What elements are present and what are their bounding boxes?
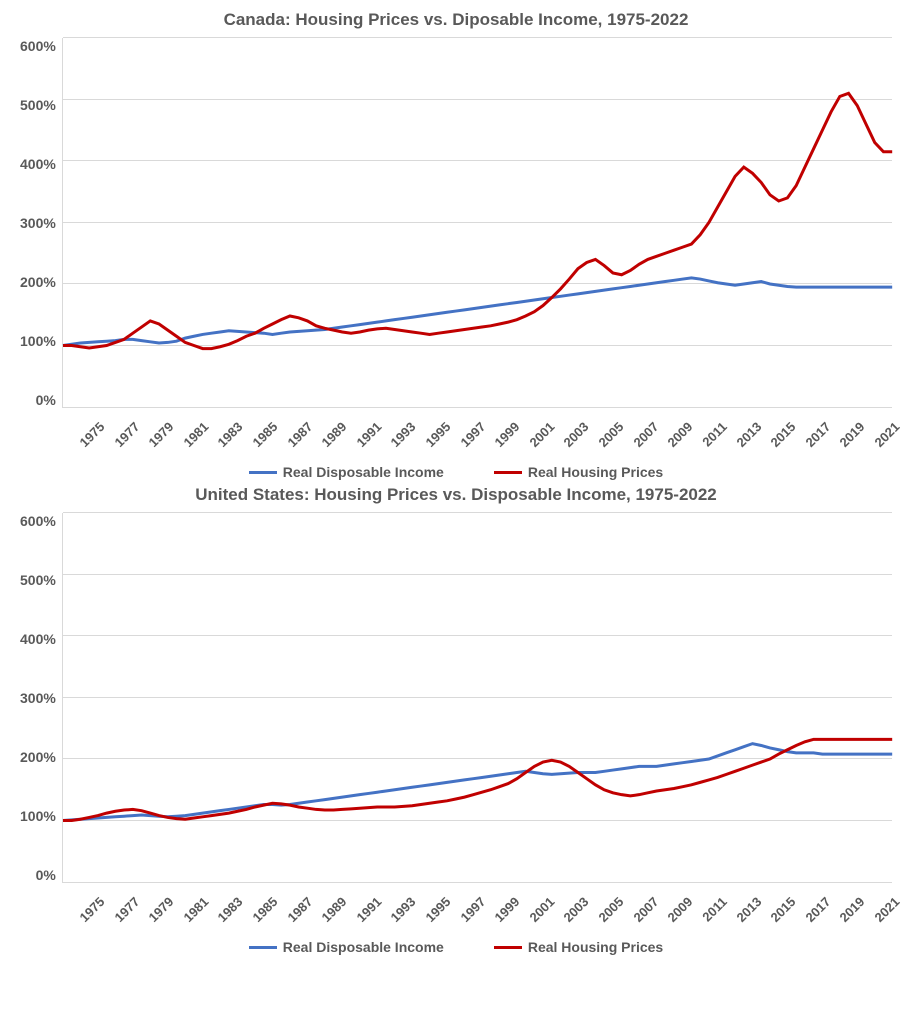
- x-tick-label: 1989: [319, 894, 350, 925]
- x-tick-label: 1979: [146, 894, 177, 925]
- series-disposable-income: [63, 744, 892, 821]
- y-tick-label: 300%: [20, 215, 56, 231]
- x-tick-label: 2007: [630, 894, 661, 925]
- y-tick-label: 400%: [20, 156, 56, 172]
- legend-swatch: [494, 471, 522, 474]
- x-tick-label: 1987: [284, 894, 315, 925]
- x-tick-label: 2021: [871, 419, 902, 450]
- x-tick-label: 2009: [665, 419, 696, 450]
- y-axis: 600% 500% 400% 300% 200% 100% 0%: [20, 38, 62, 408]
- y-tick-label: 600%: [20, 38, 56, 54]
- x-tick-label: 1981: [180, 894, 211, 925]
- y-tick-label: 400%: [20, 631, 56, 647]
- legend-swatch: [249, 471, 277, 474]
- legend-swatch: [494, 946, 522, 949]
- x-tick-label: 1987: [284, 419, 315, 450]
- chart-canada: Canada: Housing Prices vs. Diposable Inc…: [20, 10, 892, 480]
- legend-label: Real Housing Prices: [528, 939, 663, 955]
- x-tick-label: 1995: [422, 894, 453, 925]
- chart-title: United States: Housing Prices vs. Dispos…: [20, 485, 892, 505]
- x-tick-label: 1999: [492, 894, 523, 925]
- x-tick-label: 2005: [595, 894, 626, 925]
- x-tick-label: 2001: [526, 894, 557, 925]
- x-tick-label: 2015: [768, 894, 799, 925]
- y-tick-label: 0%: [36, 867, 56, 883]
- x-tick-label: 1975: [76, 894, 107, 925]
- x-tick-label: 2015: [768, 419, 799, 450]
- x-tick-label: 2019: [837, 894, 868, 925]
- y-tick-label: 100%: [20, 333, 56, 349]
- y-tick-label: 0%: [36, 392, 56, 408]
- legend-label: Real Disposable Income: [283, 464, 444, 480]
- x-tick-label: 1993: [388, 419, 419, 450]
- x-tick-label: 2019: [837, 419, 868, 450]
- legend-swatch: [249, 946, 277, 949]
- plot-area: [62, 38, 892, 408]
- x-tick-label: 1981: [180, 419, 211, 450]
- x-tick-label: 2011: [699, 419, 730, 450]
- x-tick-label: 1985: [249, 894, 280, 925]
- x-tick-label: 1991: [353, 894, 384, 925]
- x-tick-label: 1997: [457, 894, 488, 925]
- chart-us: United States: Housing Prices vs. Dispos…: [20, 485, 892, 955]
- x-tick-label: 2003: [561, 419, 592, 450]
- legend-label: Real Housing Prices: [528, 464, 663, 480]
- series-disposable-income: [63, 278, 892, 346]
- x-tick-label: 1975: [76, 419, 107, 450]
- x-tick-label: 2005: [595, 419, 626, 450]
- x-tick-label: 1997: [457, 419, 488, 450]
- x-tick-label: 1999: [492, 419, 523, 450]
- series-svg: [63, 513, 892, 882]
- legend-item: Real Housing Prices: [494, 939, 663, 955]
- legend-item: Real Housing Prices: [494, 464, 663, 480]
- x-axis: 1975197719791981198319851987198919911993…: [20, 413, 892, 434]
- y-tick-label: 200%: [20, 274, 56, 290]
- y-tick-label: 300%: [20, 690, 56, 706]
- x-tick-label: 2011: [699, 894, 730, 925]
- x-tick-label: 2007: [630, 419, 661, 450]
- y-tick-label: 500%: [20, 572, 56, 588]
- plot-area: [62, 513, 892, 883]
- x-tick-label: 1977: [111, 894, 142, 925]
- chart-title: Canada: Housing Prices vs. Diposable Inc…: [20, 10, 892, 30]
- x-tick-label: 1995: [422, 419, 453, 450]
- legend-item: Real Disposable Income: [249, 464, 444, 480]
- x-tick-label: 1991: [353, 419, 384, 450]
- y-tick-label: 500%: [20, 97, 56, 113]
- x-tick-label: 1983: [215, 894, 246, 925]
- x-tick-label: 1993: [388, 894, 419, 925]
- y-tick-label: 600%: [20, 513, 56, 529]
- x-tick-label: 2001: [526, 419, 557, 450]
- x-tick-label: 2017: [802, 419, 833, 450]
- x-tick-label: 1983: [215, 419, 246, 450]
- x-tick-label: 1985: [249, 419, 280, 450]
- x-tick-label: 2003: [561, 894, 592, 925]
- y-tick-label: 200%: [20, 749, 56, 765]
- legend: Real Disposable Income Real Housing Price…: [20, 939, 892, 955]
- series-housing-prices: [63, 93, 892, 348]
- x-tick-label: 2013: [733, 894, 764, 925]
- series-svg: [63, 38, 892, 407]
- legend-label: Real Disposable Income: [283, 939, 444, 955]
- x-tick-label: 1979: [146, 419, 177, 450]
- x-axis: 1975197719791981198319851987198919911993…: [20, 888, 892, 909]
- y-tick-label: 100%: [20, 808, 56, 824]
- legend: Real Disposable Income Real Housing Price…: [20, 464, 892, 480]
- legend-item: Real Disposable Income: [249, 939, 444, 955]
- series-housing-prices: [63, 739, 892, 820]
- x-tick-label: 1977: [111, 419, 142, 450]
- x-tick-label: 2013: [733, 419, 764, 450]
- y-axis: 600% 500% 400% 300% 200% 100% 0%: [20, 513, 62, 883]
- x-tick-label: 2021: [871, 894, 902, 925]
- x-tick-label: 2009: [665, 894, 696, 925]
- x-tick-label: 2017: [802, 894, 833, 925]
- x-tick-label: 1989: [319, 419, 350, 450]
